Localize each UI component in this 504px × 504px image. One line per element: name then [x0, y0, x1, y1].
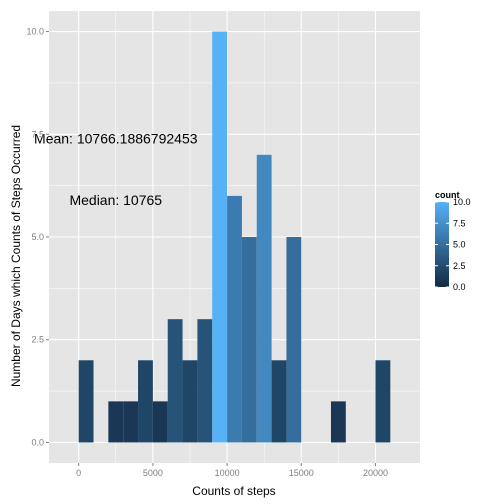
legend-label: 0.0	[453, 282, 466, 292]
median-annotation: Median: 10765	[69, 192, 162, 208]
x-tick-label: 20000	[363, 468, 388, 478]
histogram-bar	[330, 401, 346, 443]
histogram-bar	[182, 360, 198, 443]
histogram-bar	[138, 360, 153, 443]
x-axis-ticks: 0 5000 10000 15000 20000	[76, 463, 388, 478]
histogram-bar	[375, 360, 391, 443]
legend-label: 5.0	[453, 240, 466, 250]
y-tick-label: 0.0	[31, 437, 44, 447]
histogram-bar	[152, 401, 168, 443]
histogram-bar	[212, 31, 228, 443]
x-tick-label: 10000	[215, 468, 240, 478]
legend-label: 10.0	[453, 197, 471, 207]
legend-label: 7.5	[453, 218, 466, 228]
x-tick-label: 0	[76, 468, 81, 478]
y-tick-label: 7.5	[31, 129, 44, 139]
histogram-bar	[78, 360, 94, 443]
legend: count 10.0 7.5 5.0 2.5 0.0	[435, 190, 471, 292]
histogram-bar	[227, 195, 242, 443]
mean-annotation: Mean: 10766.1886792453	[34, 130, 198, 146]
histogram-bar	[108, 401, 124, 443]
x-axis-title: Counts of steps	[192, 484, 275, 498]
y-tick-label: 5.0	[31, 232, 44, 242]
legend-colorbar	[435, 202, 449, 287]
histogram-bar	[286, 237, 302, 443]
y-axis-ticks: 0.0 2.5 5.0 7.5 10.0	[26, 27, 49, 447]
y-tick-label: 10.0	[26, 27, 44, 37]
y-axis-title: Number of Days which Counts of Steps Occ…	[9, 125, 23, 387]
y-tick-label: 2.5	[31, 335, 44, 345]
histogram-bar	[123, 401, 139, 443]
histogram-bar	[256, 154, 272, 443]
histogram-bars	[78, 31, 391, 443]
histogram-bar	[271, 360, 287, 443]
legend-labels: 10.0 7.5 5.0 2.5 0.0	[435, 197, 471, 292]
histogram-bar	[241, 237, 257, 443]
histogram-bar	[167, 319, 183, 443]
x-tick-label: 15000	[289, 468, 314, 478]
annotations: Mean: 10766.1886792453 Median: 10765	[34, 130, 198, 208]
legend-label: 2.5	[453, 261, 466, 271]
legend-title: count	[435, 190, 460, 200]
histogram-bar	[197, 319, 213, 443]
x-tick-label: 5000	[143, 468, 163, 478]
